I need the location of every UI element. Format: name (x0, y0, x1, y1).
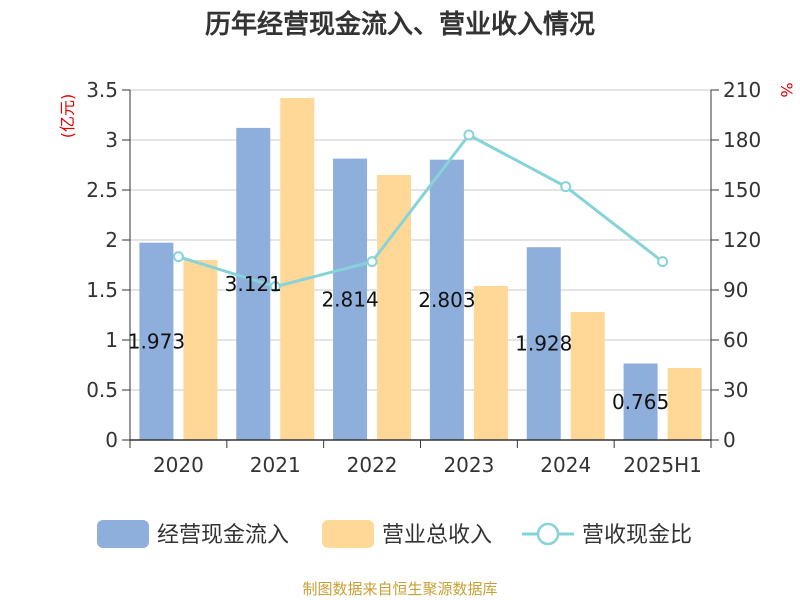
y-left-tick-label: 3.5 (86, 78, 118, 102)
line-point (366, 256, 378, 268)
y-right-tick-label: 30 (723, 378, 748, 402)
bar-series (139, 98, 702, 441)
line-point (172, 251, 184, 263)
bar (377, 175, 412, 440)
bar (570, 312, 605, 440)
data-label: 2.814 (321, 287, 378, 311)
data-label: 0.765 (612, 390, 669, 414)
y-left-tick-label: 2 (105, 228, 118, 252)
y-left-tick-label: 0.5 (86, 378, 118, 402)
legend: 经营现金流入 营业总收入 营收现金比 (97, 520, 692, 548)
bar (526, 247, 561, 440)
x-tick-label: 2021 (250, 453, 301, 477)
y-left-tick-label: 3 (105, 128, 118, 152)
line-point (463, 129, 475, 141)
data-label: 2.803 (418, 288, 475, 312)
y-right-tick-label: 150 (723, 178, 761, 202)
legend-swatch (322, 520, 374, 548)
line-series (172, 129, 669, 293)
data-labels: 1.973 3.121 2.814 2.803 1.928 0.765 (128, 272, 669, 414)
y-left-unit: (亿元) (58, 94, 77, 139)
data-label: 3.121 (225, 272, 282, 296)
x-tick-label: 2022 (347, 453, 398, 477)
line-point (269, 281, 281, 293)
grid (130, 89, 711, 391)
chart-title: 历年经营现金流入、营业收入情况 (205, 9, 595, 40)
legend-label: 营收现金比 (582, 523, 692, 548)
y-right-tick-label: 60 (723, 328, 748, 352)
y-left-tick-label: 0 (105, 428, 118, 452)
data-label: 1.973 (128, 329, 185, 353)
y-left-tick-label: 1.5 (86, 278, 118, 302)
y-right-tick-label: 180 (723, 128, 761, 152)
x-tick-label: 2024 (540, 453, 591, 477)
line-point (560, 181, 572, 193)
bar (667, 368, 702, 440)
bar (183, 260, 218, 440)
x-tick-label: 2025H1 (623, 453, 702, 477)
legend-swatch (97, 520, 149, 548)
bar (333, 158, 368, 440)
bar (623, 363, 658, 440)
y-right-tick-label: 0 (723, 428, 736, 452)
legend-label: 营业总收入 (382, 523, 492, 548)
y-right-tick-label: 210 (723, 78, 761, 102)
legend-label: 经营现金流入 (157, 523, 289, 548)
source-note: 制图数据来自恒生聚源数据库 (302, 580, 497, 598)
y-right-unit: % (777, 82, 796, 97)
axes: 0 0.5 1 1.5 2 2.5 3 3.5 0 30 60 90 120 150 180 210 2020 2… (86, 78, 761, 477)
x-tick-label: 2020 (153, 453, 204, 477)
y-left-tick-label: 1 (105, 328, 118, 352)
bar (280, 98, 315, 440)
data-label: 1.928 (515, 332, 572, 356)
series-line (177, 133, 664, 289)
bar (473, 286, 508, 440)
legend-marker (536, 522, 560, 546)
y-right-tick-label: 120 (723, 228, 761, 252)
y-left-tick-label: 2.5 (86, 178, 118, 202)
bar (429, 159, 464, 440)
y-right-tick-label: 90 (723, 278, 748, 302)
line-point (657, 256, 669, 268)
bar (139, 242, 174, 440)
x-tick-label: 2023 (443, 453, 494, 477)
